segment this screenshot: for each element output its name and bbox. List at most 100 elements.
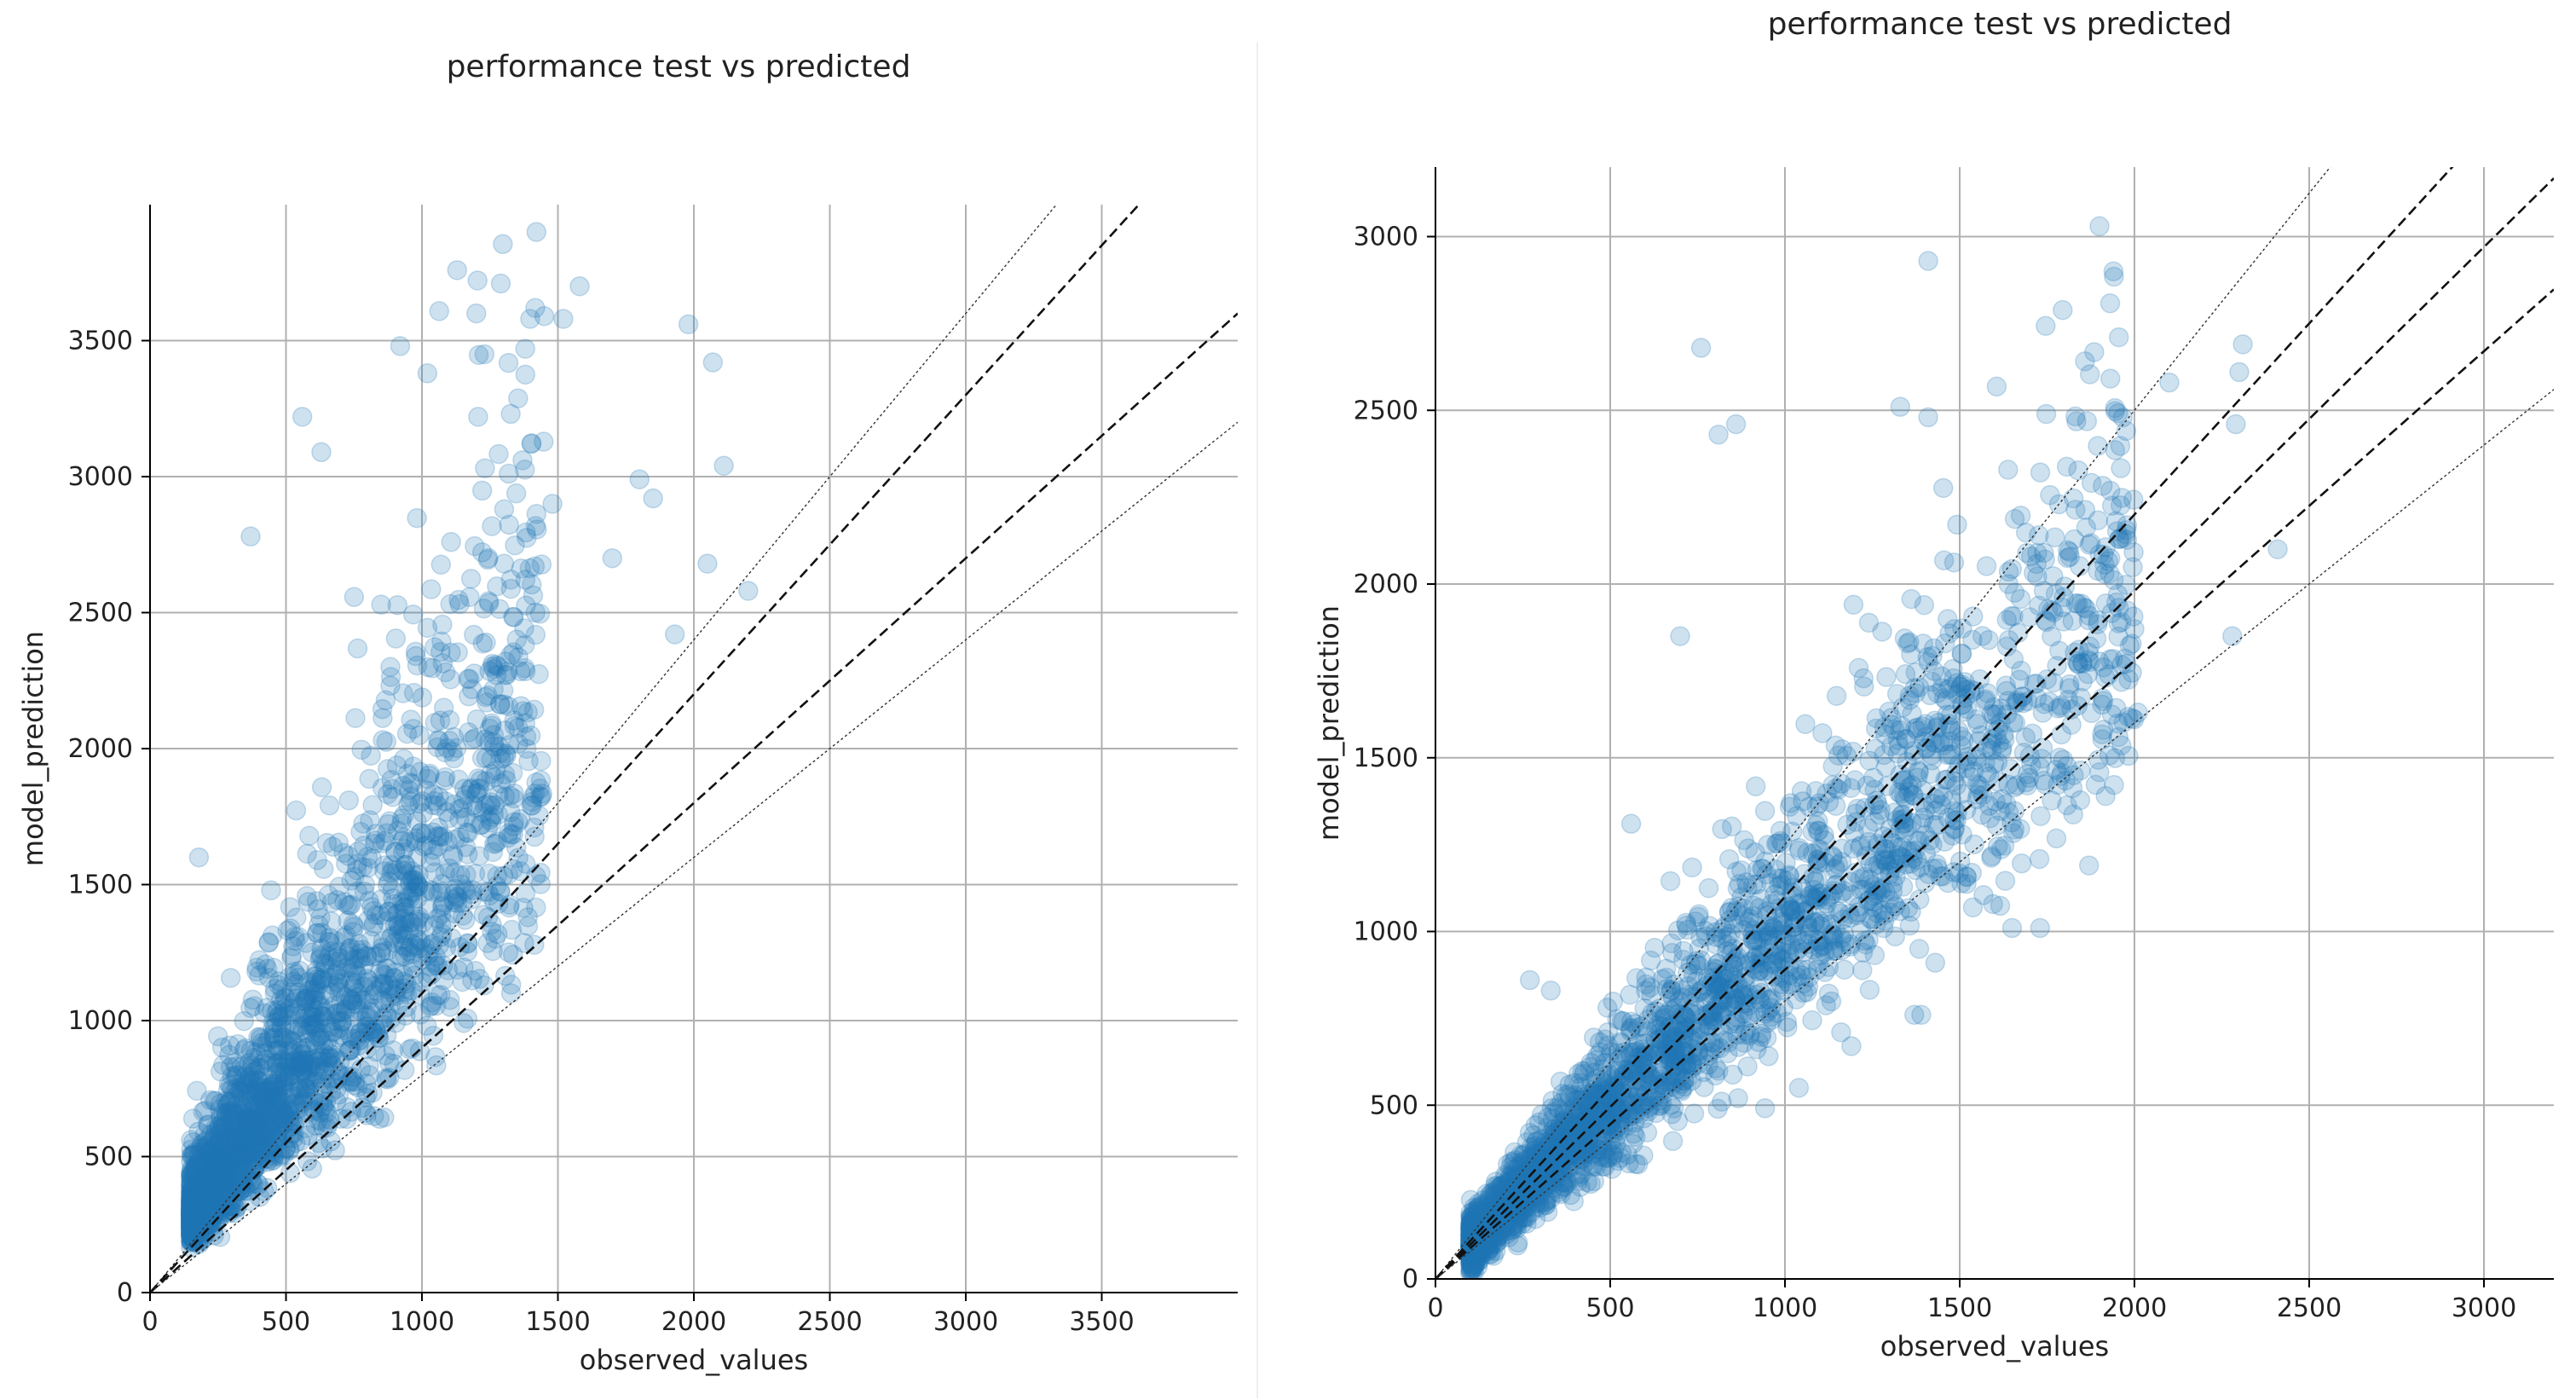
data-point [515,634,535,656]
data-point [181,1207,201,1228]
data-point [297,972,319,992]
data-point [372,698,393,720]
data-point [348,1035,369,1056]
data-point [474,975,494,996]
data-point [237,1085,257,1105]
data-point [262,1081,282,1102]
data-point [263,1081,284,1102]
data-point [192,1188,213,1208]
data-point [198,1164,218,1184]
data-point [219,1035,240,1056]
data-point [430,554,452,576]
data-point [205,1160,227,1181]
data-point [409,725,430,745]
data-point [373,730,393,750]
data-point [440,997,460,1017]
data-point [234,1108,255,1129]
data-point [1660,871,1681,892]
data-point [254,1106,274,1127]
data-point [275,988,297,1010]
data-point [326,889,348,911]
data-point [401,1038,423,1059]
data-point [246,961,267,982]
data-point [385,628,407,649]
data-point [222,1175,244,1195]
data-point [263,957,284,978]
data-point [303,987,324,1008]
data-point [497,661,518,682]
data-point [316,832,338,853]
data-point [182,1215,203,1236]
data-point [442,844,463,865]
data-point [222,1150,243,1171]
data-point [343,978,364,998]
data-point [311,777,332,798]
data-point [363,900,384,922]
data-point [226,1182,246,1203]
data-point [256,1050,277,1070]
data-point [455,807,476,828]
data-point [257,1134,279,1154]
data-point [375,690,396,711]
data-point [295,988,316,1010]
data-point [532,784,552,804]
data-point [210,1160,231,1180]
data-point [181,1218,201,1239]
data-point [378,871,399,892]
data-point [185,1171,206,1192]
data-point [181,1205,201,1226]
data-point [213,1148,234,1169]
data-point [257,1093,278,1114]
data-point [263,1028,285,1050]
data-point [297,1023,317,1044]
data-point [465,535,485,557]
data-point [212,1154,233,1175]
data-point [181,1194,201,1214]
data-point [310,969,332,991]
data-point [240,526,261,547]
data-point [234,1075,255,1096]
data-point [1603,991,1624,1012]
data-point [292,1092,314,1114]
data-point [282,1111,303,1131]
data-point [204,1198,224,1219]
data-point [199,1177,219,1198]
data-point [264,978,286,999]
data-point [702,352,724,373]
data-point [500,645,522,665]
data-point [299,825,320,847]
data-point [678,314,699,335]
data-point [260,1114,280,1134]
data-point [200,1212,222,1232]
data-point [351,1010,373,1031]
data-point [236,1136,257,1157]
data-point [498,352,519,373]
data-point [189,1163,210,1184]
data-point [494,694,515,715]
data-point [182,1194,203,1214]
data-point [182,1186,202,1206]
data-point [313,1117,334,1138]
data-point [241,1126,262,1148]
data-point [210,1174,231,1195]
data-point [298,1055,320,1075]
data-point [2036,403,2057,425]
data-point [2076,411,2098,431]
data-point [515,364,536,385]
data-point [187,1209,207,1229]
data-point [346,1027,367,1049]
data-point [182,1204,202,1225]
data-point [1872,622,1892,642]
data-point [303,1018,325,1039]
data-point [481,749,502,770]
data-point [396,854,416,876]
data-point [262,1096,283,1118]
data-point [380,657,401,678]
data-point [296,1067,317,1089]
data-point [188,1158,209,1178]
data-point [181,1174,201,1195]
data-point [242,1143,263,1164]
data-point [205,1142,226,1163]
data-point [445,862,465,883]
data-point [488,894,509,914]
